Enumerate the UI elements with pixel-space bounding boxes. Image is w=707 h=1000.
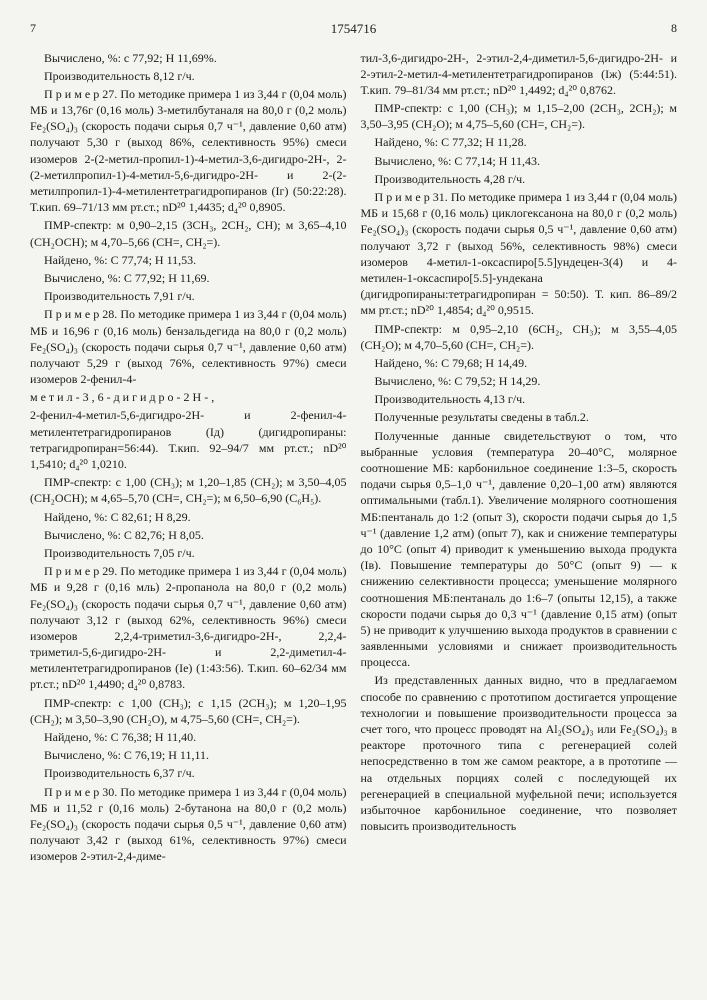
para: Вычислено, %: С 77,92; Н 11,69. — [30, 270, 347, 286]
para: Вычислено, %: С 76,19; Н 11,11. — [30, 747, 347, 763]
para: 2-фенил-4-метил-5,6-дигидро-2Н- и 2-фени… — [30, 407, 347, 472]
para: Производительность 7,05 г/ч. — [30, 545, 347, 561]
para: Найдено, %: С 82,61; Н 8,29. — [30, 509, 347, 525]
para: П р и м е р 28. По методике примера 1 из… — [30, 306, 347, 387]
para: Найдено, %: С 76,38; Н 11,40. — [30, 729, 347, 745]
para: Из представленных данных видно, что в пр… — [361, 672, 678, 834]
page-header: 7 1754716 8 — [30, 20, 677, 38]
para: П р и м е р 29. По методике примера 1 из… — [30, 563, 347, 693]
para: Найдено, %: С 77,74; Н 11,53. — [30, 252, 347, 268]
text-columns: Вычислено, %: с 77,92; Н 11,69%. Произво… — [30, 50, 677, 867]
para: Полученные данные свидетельствуют о том,… — [361, 428, 678, 671]
para: Вычислено, %: С 82,76; Н 8,05. — [30, 527, 347, 543]
para: П р и м е р 30. По методике примера 1 из… — [30, 784, 347, 865]
para: Найдено, %: С 79,68; Н 14,49. — [361, 355, 678, 371]
para: Производительность 6,37 г/ч. — [30, 765, 347, 781]
para: Производительность 8,12 г/ч. — [30, 68, 347, 84]
para: П р и м е р 27. По методике примера 1 из… — [30, 86, 347, 216]
para: Производительность 4,13 г/ч. — [361, 391, 678, 407]
para: Вычислено, %: с 77,92; Н 11,69%. — [30, 50, 347, 66]
para: Полученные результаты сведены в табл.2. — [361, 409, 678, 425]
para: Производительность 7,91 г/ч. — [30, 288, 347, 304]
para: Вычислено, %: С 79,52; Н 14,29. — [361, 373, 678, 389]
para: ПМР-спектр: с 1,00 (СН₃); с 1,15 (2СН₃);… — [30, 695, 347, 727]
page-number-right: 8 — [671, 20, 677, 38]
para: тил-3,6-дигидро-2Н-, 2-этил-2,4-диметил-… — [361, 50, 678, 99]
para: П р и м е р 31. По методике примера 1 из… — [361, 189, 678, 319]
para: Найдено, %: С 77,32; Н 11,28. — [361, 134, 678, 150]
document-number: 1754716 — [36, 20, 671, 38]
column-left: Вычислено, %: с 77,92; Н 11,69%. Произво… — [30, 50, 347, 867]
para: ПМР-спектр: м 0,95–2,10 (6СН₂, СН₃); м 3… — [361, 321, 678, 353]
para: ПМР-спектр: с 1,00 (СН₃); м 1,15–2,00 (2… — [361, 100, 678, 132]
column-right: тил-3,6-дигидро-2Н-, 2-этил-2,4-диметил-… — [361, 50, 678, 867]
para: ПМР-спектр: м 0,90–2,15 (3СН₃, 2СН₂, СН)… — [30, 217, 347, 249]
para: ПМР-спектр: с 1,00 (СН₃); м 1,20–1,85 (С… — [30, 474, 347, 506]
para: Производительность 4,28 г/ч. — [361, 171, 678, 187]
para-spaced: м е т и л - 3 , 6 - д и г и д р о - 2 Н … — [30, 389, 347, 405]
para: Вычислено, %: С 77,14; Н 11,43. — [361, 153, 678, 169]
